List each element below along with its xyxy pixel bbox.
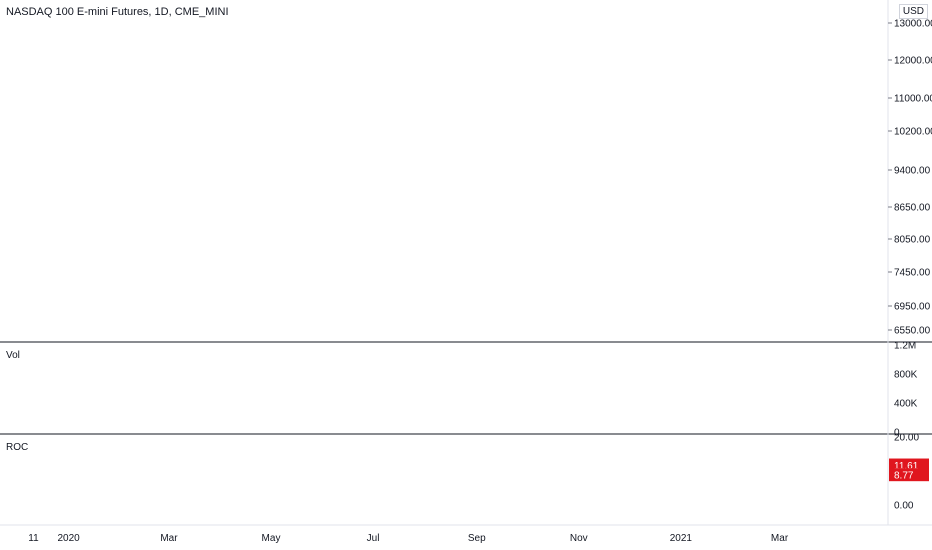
- roc-value-label: 11.61: [894, 461, 919, 472]
- volume-tick-label: 800K: [894, 370, 918, 381]
- roc-value-label: 8.77: [894, 471, 914, 482]
- price-tick-label: 6950.00: [894, 302, 931, 313]
- roc-tick-label: 0.00: [894, 501, 914, 512]
- time-tick-label: Jul: [367, 533, 380, 544]
- time-tick-label: Mar: [160, 533, 178, 544]
- roc-tick-label: 20.00: [894, 433, 919, 444]
- price-tick-label: 6550.00: [894, 326, 931, 337]
- price-tick-label: 8650.00: [894, 203, 931, 214]
- price-tick-label: 11000.00: [894, 94, 932, 105]
- price-tick-label: 13000.00: [894, 19, 932, 30]
- price-tick-label: 7450.00: [894, 268, 931, 279]
- time-tick-label: Sep: [468, 533, 486, 544]
- time-tick-label: Mar: [771, 533, 789, 544]
- price-tick-label: 9400.00: [894, 166, 931, 177]
- volume-tick-label: 400K: [894, 399, 918, 410]
- time-tick-label: 2021: [670, 533, 693, 544]
- volume-label: Vol: [6, 350, 20, 361]
- time-tick-label: May: [262, 533, 281, 544]
- volume-tick-label: 1.2M: [894, 341, 916, 352]
- currency-button[interactable]: USD: [898, 4, 928, 19]
- price-tick-label: 8050.00: [894, 235, 931, 246]
- roc-label: ROC: [6, 442, 29, 453]
- time-tick-label: 11: [28, 533, 39, 544]
- price-tick-label: 10200.00: [894, 127, 932, 138]
- volume-tick-label: 0: [894, 428, 900, 439]
- chart-title: NASDAQ 100 E-mini Futures, 1D, CME_MINI: [6, 6, 229, 18]
- price-tick-label: 12000.00: [894, 56, 932, 67]
- time-tick-label: Nov: [570, 533, 588, 544]
- time-tick-label: 2020: [57, 533, 80, 544]
- roc-value-badge: [889, 468, 929, 482]
